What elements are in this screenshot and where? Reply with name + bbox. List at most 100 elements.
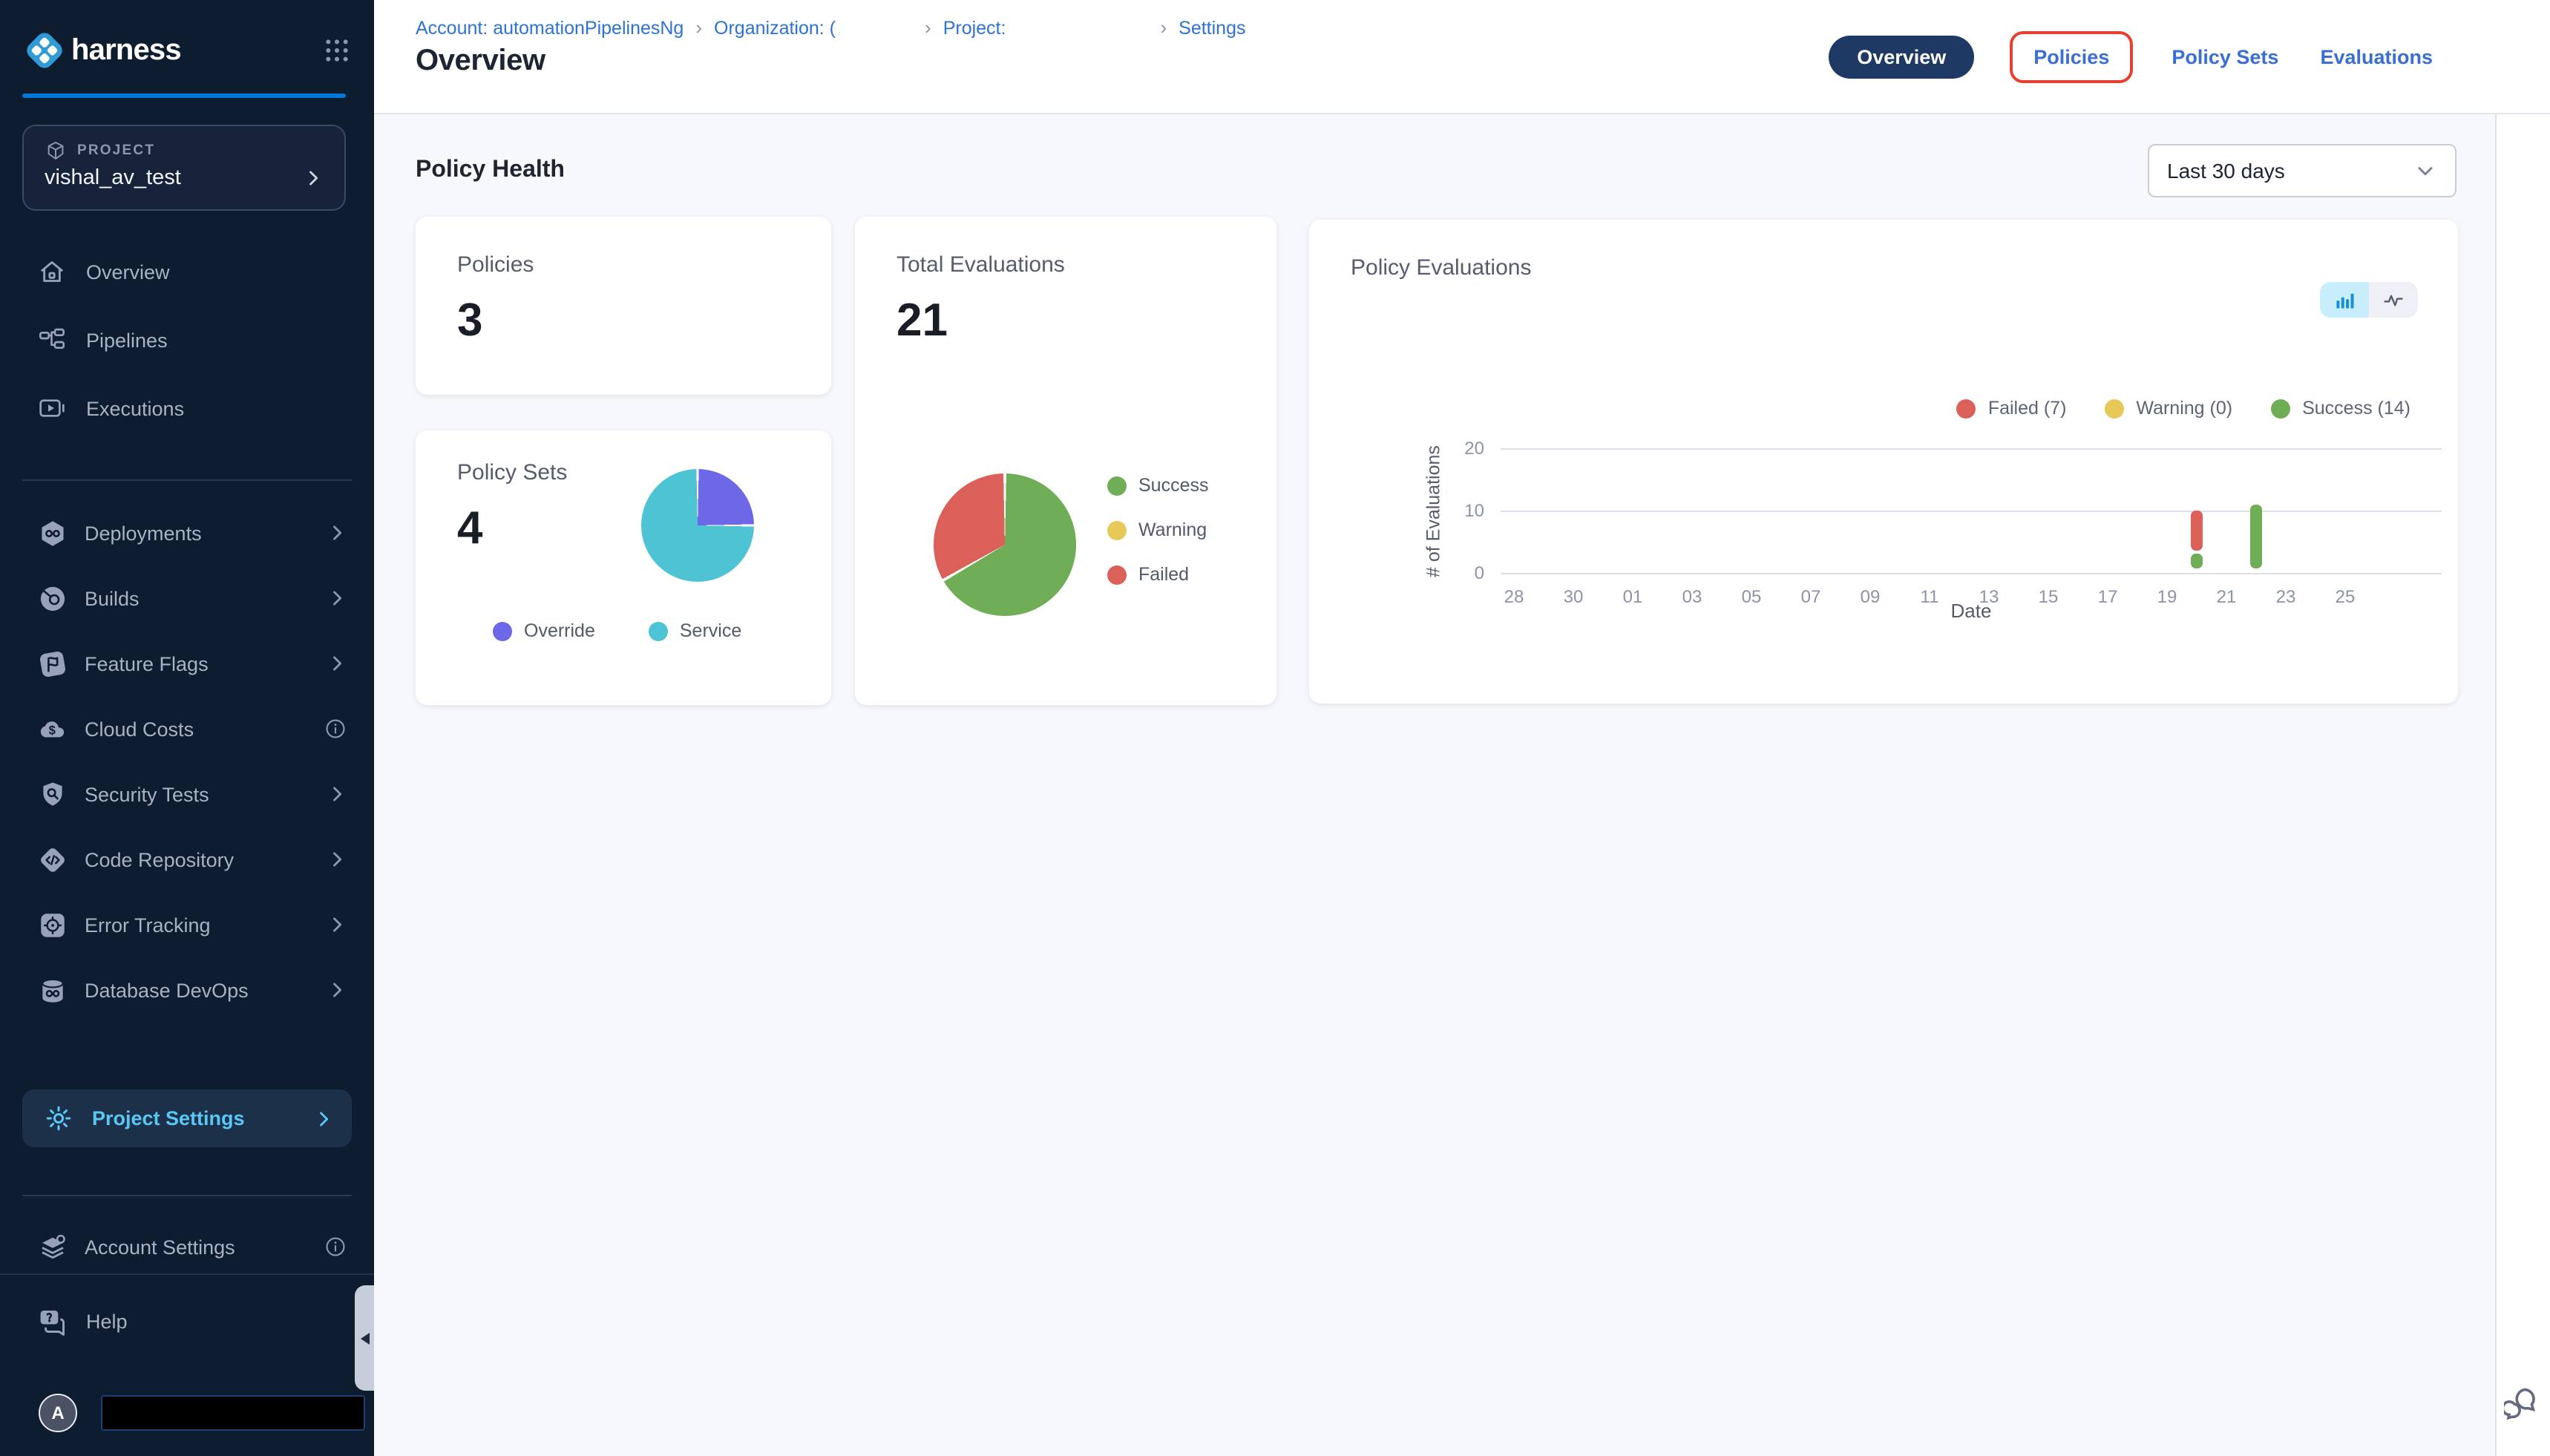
sidebar-item-label: Help <box>86 1310 128 1332</box>
sidebar-divider <box>22 479 352 481</box>
sidebar-item-project-settings[interactable]: Project Settings <box>22 1089 352 1147</box>
sidebar-collapse-handle[interactable] <box>355 1285 374 1391</box>
sidebar-item-code-repository[interactable]: Code Repository <box>0 827 374 892</box>
policy-sets-count: 4 <box>457 502 483 554</box>
chevron-right-icon <box>327 522 347 543</box>
legend-label: Service <box>679 620 742 641</box>
sidebar-item-deployments[interactable]: Deployments <box>0 500 374 565</box>
sidebar-item-feature-flags[interactable]: Feature Flags <box>0 631 374 696</box>
chart-type-toggle <box>2320 282 2418 318</box>
sidebar-item-account-settings[interactable]: Account Settings <box>0 1214 374 1279</box>
legend-item-success-14-: Success (14) <box>2271 398 2410 419</box>
x-axis-tick: 15 <box>2038 586 2059 607</box>
chart-gridline <box>1501 448 2442 450</box>
x-axis-tick: 25 <box>2335 586 2356 607</box>
evaluations-pie-legend: Success Warning Failed <box>1107 475 1209 585</box>
legend-label: Failed (7) <box>1987 398 2067 419</box>
code-repository-icon <box>37 844 68 875</box>
x-axis-tick: 07 <box>1800 586 1821 607</box>
breadcrumb-item-account-automationpipelinesng[interactable]: Account: automationPipelinesNg <box>416 17 684 38</box>
breadcrumb-item-project[interactable]: Project: <box>943 17 1006 38</box>
sidebar-item-overview[interactable]: Overview <box>0 237 374 306</box>
chat-bubbles-icon[interactable] <box>2504 1385 2540 1420</box>
legend-dot-icon <box>648 621 668 640</box>
bar-success-day-22 <box>2250 504 2262 569</box>
svg-text:$: $ <box>49 722 56 736</box>
evaluations-bar-legend: Failed (7) Warning (0) Success (14) <box>1956 398 2410 419</box>
sidebar-item-label: Account Settings <box>85 1236 235 1258</box>
executions-icon <box>37 393 67 423</box>
tab-overview[interactable]: Overview <box>1829 35 1975 78</box>
breadcrumb-separator-icon: › <box>1160 16 1167 39</box>
user-avatar[interactable]: A <box>39 1394 77 1432</box>
card-title: Policy Sets <box>457 460 568 485</box>
sidebar-item-label: Pipelines <box>86 329 168 351</box>
sidebar-item-security-tests[interactable]: Security Tests <box>0 761 374 827</box>
collapse-arrow-icon <box>360 1332 369 1344</box>
breadcrumb: Account: automationPipelinesNg › Organizat… <box>416 16 1246 39</box>
sidebar: harness PROJECT vishal_av_test Overview P… <box>0 0 374 1456</box>
breadcrumb-item-organization[interactable]: Organization: ( <box>714 17 836 38</box>
chevron-right-icon <box>327 849 347 870</box>
policy-evaluations-card: Policy Evaluations Failed (7) Warning (0)… <box>1309 220 2458 704</box>
cube-icon <box>45 140 67 162</box>
x-axis-tick: 23 <box>2275 586 2296 607</box>
card-title: Policies <box>457 252 534 278</box>
page-header: Account: automationPipelinesNg › Organizat… <box>374 0 2550 114</box>
legend-item-success: Success <box>1107 475 1209 496</box>
sidebar-item-pipelines[interactable]: Pipelines <box>0 306 374 374</box>
policy-sets-card: Policy Sets 4 Override Service <box>416 430 831 705</box>
x-axis-tick: 19 <box>2157 586 2177 607</box>
chevron-right-icon <box>313 1108 334 1129</box>
legend-item-warning-0-: Warning (0) <box>2105 398 2232 419</box>
layers-gear-icon <box>37 1231 68 1262</box>
sidebar-item-error-tracking[interactable]: Error Tracking <box>0 892 374 957</box>
x-axis-tick: 05 <box>1741 586 1762 607</box>
feature-flags-icon <box>37 648 68 679</box>
redacted-username <box>101 1395 365 1431</box>
info-icon <box>324 1235 347 1259</box>
bar-success-day-20 <box>2191 554 2203 569</box>
sidebar-item-help[interactable]: Help <box>0 1297 374 1345</box>
sidebar-item-builds[interactable]: Builds <box>0 565 374 631</box>
legend-dot-icon <box>1956 399 1976 418</box>
sidebar-item-database-devops[interactable]: Database DevOps <box>0 957 374 1023</box>
sidebar-item-cloud-costs[interactable]: $ Cloud Costs <box>0 696 374 761</box>
sidebar-bottom-divider <box>0 1273 374 1275</box>
line-chart-toggle-button[interactable] <box>2369 282 2418 318</box>
legend-label: Warning (0) <box>2136 398 2233 419</box>
brand-name: harness <box>71 33 182 66</box>
module-grid-icon[interactable] <box>322 36 352 65</box>
date-range-value: Last 30 days <box>2167 159 2285 183</box>
project-selector[interactable]: PROJECT vishal_av_test <box>22 125 346 211</box>
breadcrumb-separator-icon: › <box>925 16 931 39</box>
breadcrumb-item-settings[interactable]: Settings <box>1179 17 1246 38</box>
policy-sets-pie-legend: Override Service <box>493 620 741 641</box>
x-axis-tick: 03 <box>1682 586 1702 607</box>
legend-item-override: Override <box>493 620 595 641</box>
sidebar-item-label: Security Tests <box>85 783 209 805</box>
tab-policy-sets[interactable]: Policy Sets <box>2172 45 2279 68</box>
sidebar-item-executions[interactable]: Executions <box>0 374 374 442</box>
legend-item-failed-7-: Failed (7) <box>1956 398 2067 419</box>
security-tests-icon <box>37 778 68 810</box>
x-axis-label: Date <box>1950 600 1992 622</box>
legend-dot-icon <box>1107 476 1127 495</box>
tab-policies[interactable]: Policies <box>2033 45 2110 68</box>
card-title: Policy Evaluations <box>1351 255 1532 281</box>
tab-evaluations[interactable]: Evaluations <box>2320 45 2433 68</box>
legend-item-service: Service <box>648 620 742 641</box>
chart-gridline <box>1501 573 2442 574</box>
policies-count: 3 <box>457 294 483 346</box>
gear-icon <box>45 1104 73 1132</box>
database-devops-icon <box>37 974 68 1006</box>
bar-chart-toggle-button[interactable] <box>2320 282 2369 318</box>
date-range-select[interactable]: Last 30 days <box>2148 144 2456 197</box>
chart-gridline <box>1501 511 2442 512</box>
breadcrumb-separator-icon: › <box>695 16 703 39</box>
legend-dot-icon <box>1107 565 1127 584</box>
sidebar-item-label: Cloud Costs <box>85 718 194 740</box>
card-title: Total Evaluations <box>897 252 1065 278</box>
help-chat-icon <box>37 1305 68 1337</box>
